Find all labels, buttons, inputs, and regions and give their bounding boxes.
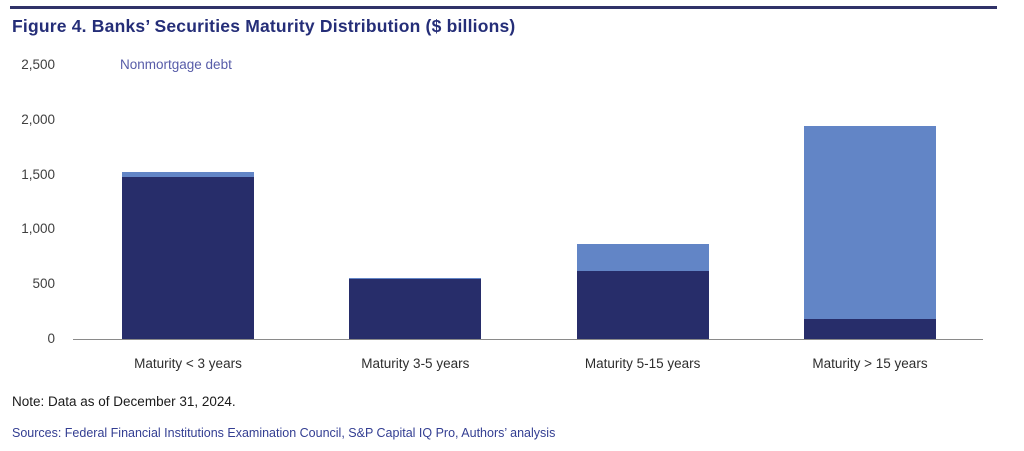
- x-axis-label: Maturity 5-15 years: [584, 356, 701, 371]
- y-tick-label: 2,000: [21, 111, 55, 127]
- y-tick-label: 500: [32, 276, 55, 292]
- y-tick-label: 1,500: [21, 166, 55, 182]
- bar-4: [803, 126, 936, 339]
- legend-label-nonmortgage-debt: Nonmortgage debt: [120, 57, 232, 72]
- light-blue-segment: [803, 126, 936, 319]
- dark-navy-segment: [122, 177, 254, 339]
- light-blue-segment: [349, 278, 482, 280]
- x-axis-label: Maturity 3-5 years: [361, 356, 470, 371]
- dark-navy-segment: [576, 271, 709, 339]
- figure-title: Figure 4. Banks’ Securities Maturity Dis…: [12, 16, 516, 36]
- x-axis-label: Maturity < 3 years: [134, 356, 242, 371]
- dark-navy-segment: [349, 279, 482, 339]
- x-axis-line: [73, 339, 983, 340]
- light-blue-segment: [576, 243, 709, 272]
- light-blue-segment: [122, 172, 254, 178]
- note-text: Note: Data as of December 31, 2024.: [12, 394, 236, 409]
- y-tick-label: 1,000: [21, 221, 55, 237]
- bar-3: [576, 243, 709, 339]
- y-tick-label: 0: [47, 331, 55, 346]
- dark-navy-segment: [803, 318, 936, 339]
- bar-1: [122, 172, 254, 339]
- y-tick-label: 2,500: [21, 57, 55, 72]
- bar-2: [349, 278, 482, 339]
- title-rule: [10, 6, 997, 9]
- sources-text: Sources: Federal Financial Institutions …: [12, 426, 556, 440]
- x-axis-label: Maturity > 15 years: [812, 356, 928, 371]
